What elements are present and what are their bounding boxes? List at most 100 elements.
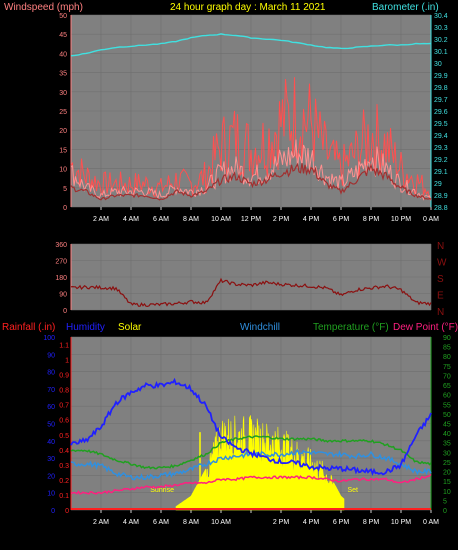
solar-area (175, 415, 345, 511)
wind-direction-line (70, 277, 432, 308)
x-tick-label: 2 PM (273, 216, 290, 223)
temperature-tick-label: 0 (443, 508, 447, 515)
compass-tick-label: W (437, 258, 447, 269)
x-tick-label: 6 AM (153, 519, 169, 526)
temperature-tick-label: 55 (443, 402, 451, 409)
temperature-tick-label: 5 (443, 498, 447, 505)
temperature-tick-label: 80 (443, 354, 451, 361)
temperature-tick-label: 20 (443, 470, 451, 477)
humidity-tick-label: 40 (47, 439, 55, 446)
x-tick-label: 2 AM (93, 519, 109, 526)
temperature-tick-label: 45 (443, 422, 451, 429)
x-tick-label: 4 AM (123, 519, 139, 526)
x-tick-label: 6 PM (333, 216, 350, 223)
left-tick-label: 20 (59, 128, 67, 135)
humidity-tick-label: 70 (47, 387, 55, 394)
temperature-tick-label: 40 (443, 431, 451, 438)
rain-tick-label: 0.6 (59, 418, 69, 425)
right-tick-label: 29.5 (434, 121, 448, 128)
x-tick-label: 10 AM (211, 216, 231, 223)
humidity-tick-label: 80 (47, 370, 55, 377)
rain-tick-label: 0 (65, 508, 69, 515)
humidity-tick-label: 20 (47, 473, 55, 480)
temperature-tick-label: 25 (443, 460, 451, 467)
direction-tick-label: 90 (59, 292, 67, 299)
x-tick-label: 10 PM (391, 519, 411, 526)
left-tick-label: 50 (59, 13, 67, 20)
x-tick-label: 4 PM (303, 216, 320, 223)
humidity-tick-label: 60 (47, 404, 55, 411)
windspeed-label: Windspeed (mph) (4, 2, 83, 13)
rain-tick-label: 0.8 (59, 388, 69, 395)
temperature-tick-label: 30 (443, 450, 451, 457)
humidity-tick-label: 100 (43, 335, 55, 342)
x-tick-label: 4 PM (303, 519, 320, 526)
left-tick-label: 25 (59, 109, 67, 116)
x-tick-label: 12 PM (241, 216, 261, 223)
temperature-series-line (70, 435, 432, 470)
wind-direction-panel: 0 N 90 E 180 S 270 W 360 N (55, 241, 447, 318)
left-tick-label: 45 (59, 32, 67, 39)
right-tick-label: 29.8 (434, 85, 448, 92)
temperature-tick-label: 60 (443, 393, 451, 400)
compass-tick-label: E (437, 291, 444, 302)
rain-tick-label: 0.4 (59, 448, 69, 455)
temperature-humidity-panel: 010203040506070809010000.10.20.30.40.50.… (43, 335, 451, 526)
x-tick-label: 2 PM (273, 519, 290, 526)
temperature-tick-label: 35 (443, 441, 451, 448)
left-tick-label: 15 (59, 147, 67, 154)
rain-tick-label: 0.7 (59, 403, 69, 410)
dew-point-series-line (70, 473, 432, 495)
left-tick-label: 40 (59, 51, 67, 58)
humidity-label: Humidity (66, 322, 105, 333)
left-tick-label: 5 (63, 186, 67, 193)
gust-series-line (70, 77, 432, 200)
graph-title: 24 hour graph day : March 11 2021 (170, 2, 326, 13)
compass-tick-label: N (437, 241, 444, 252)
right-tick-label: 30.4 (434, 13, 448, 20)
humidity-tick-label: 0 (51, 508, 55, 515)
x-tick-label: 8 AM (183, 216, 199, 223)
humidity-tick-label: 10 (47, 491, 55, 498)
left-tick-label: 30 (59, 90, 67, 97)
x-tick-label: 2 AM (93, 216, 109, 223)
temperature-tick-label: 85 (443, 345, 451, 352)
compass-tick-label: S (437, 274, 444, 285)
rain-tick-label: 0.5 (59, 433, 69, 440)
barometer-label: Barometer (.in) (372, 2, 439, 13)
left-tick-label: 35 (59, 71, 67, 78)
temperature-tick-label: 15 (443, 479, 451, 486)
right-tick-label: 29.1 (434, 169, 448, 176)
direction-tick-label: 180 (55, 275, 67, 282)
sunset-label: Set (348, 487, 359, 494)
sunrise-label: Sunrise (150, 487, 174, 494)
direction-tick-label: 270 (55, 259, 67, 266)
right-tick-label: 29.4 (434, 133, 448, 140)
x-tick-label: 10 PM (391, 216, 411, 223)
x-tick-label: 6 AM (153, 216, 169, 223)
barometer-series-line (70, 33, 432, 57)
left-tick-label: 0 (63, 205, 67, 212)
x-tick-label: 8 PM (363, 216, 380, 223)
wind-barometer-panel: 0 5 10 15 20 25 30 35 40 45 50 28.8 28.9 29 29.1 29.2 29… (59, 13, 448, 223)
temperature-tick-label: 50 (443, 412, 451, 419)
rain-tick-label: 1 (65, 358, 69, 365)
x-tick-label: 0 AM (423, 216, 439, 223)
x-tick-label: 0 AM (423, 519, 439, 526)
rain-tick-label: 0.3 (59, 463, 69, 470)
rain-tick-label: 0.9 (59, 373, 69, 380)
temperature-tick-label: 75 (443, 364, 451, 371)
dewpoint-label: Dew Point (°F) (393, 322, 458, 333)
humidity-tick-label: 30 (47, 456, 55, 463)
right-tick-label: 28.9 (434, 193, 448, 200)
right-tick-label: 29.9 (434, 73, 448, 80)
direction-tick-label: 0 (63, 308, 67, 315)
temperature-tick-label: 10 (443, 489, 451, 496)
x-tick-label: 10 AM (211, 519, 231, 526)
x-tick-label: 4 AM (123, 216, 139, 223)
right-tick-label: 29.7 (434, 97, 448, 104)
temperature-tick-label: 70 (443, 373, 451, 380)
windchill-label: Windchill (240, 322, 280, 333)
